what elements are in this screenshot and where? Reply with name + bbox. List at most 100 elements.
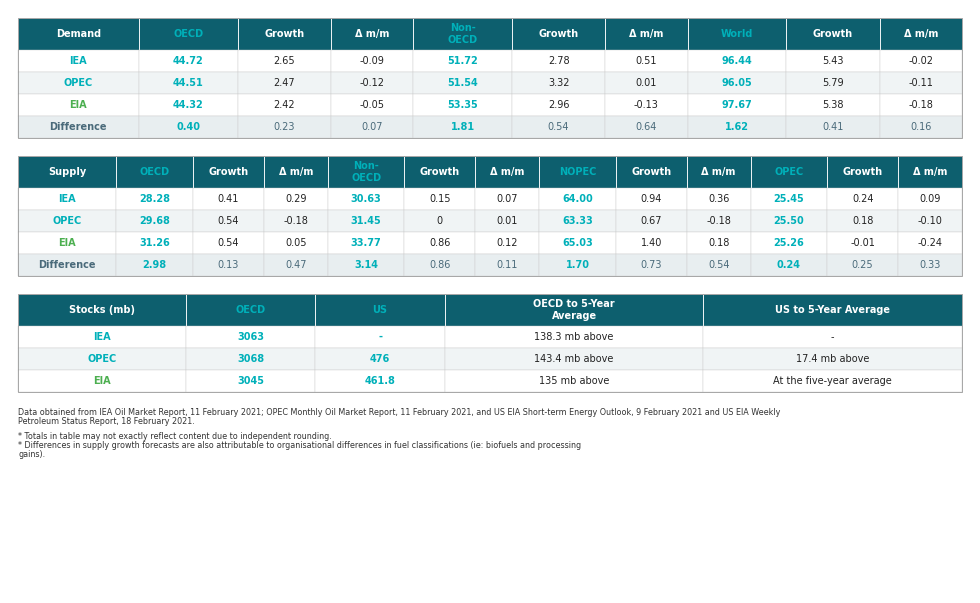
Text: 2.98: 2.98 [143,260,167,270]
Text: 25.26: 25.26 [773,238,805,248]
Text: 0.18: 0.18 [708,238,729,248]
Bar [405,156,475,188]
Text: 0.23: 0.23 [273,122,295,132]
Text: -0.11: -0.11 [908,78,933,88]
Bar [898,188,962,210]
Text: 0.51: 0.51 [636,56,658,66]
Text: OPEC: OPEC [64,78,93,88]
Bar [751,232,827,254]
Text: 0.40: 0.40 [176,122,200,132]
Bar [687,188,751,210]
Bar [117,188,193,210]
Text: 135 mb above: 135 mb above [539,376,610,386]
Text: 1.40: 1.40 [641,238,662,248]
Text: 29.68: 29.68 [139,216,171,226]
Text: 1.62: 1.62 [725,122,749,132]
Text: Δ m/m: Δ m/m [355,29,389,39]
Text: -0.02: -0.02 [908,56,933,66]
Bar [751,254,827,276]
Text: -0.12: -0.12 [360,78,384,88]
Text: US: US [372,305,387,315]
Text: 44.32: 44.32 [172,100,204,110]
Bar [880,94,962,116]
Bar [445,370,704,392]
Bar [687,210,751,232]
Bar [237,50,331,72]
Text: OECD: OECD [236,305,266,315]
Text: 96.05: 96.05 [721,78,753,88]
Bar [18,348,186,370]
Text: 0.86: 0.86 [429,238,451,248]
Text: 3045: 3045 [237,376,265,386]
Bar [327,210,405,232]
Bar [704,294,962,326]
Bar [331,50,414,72]
Bar [786,50,880,72]
Bar [186,370,316,392]
Text: 0.36: 0.36 [708,194,729,204]
Text: 31.45: 31.45 [351,216,381,226]
Text: 1.81: 1.81 [451,122,474,132]
Text: 44.72: 44.72 [172,56,204,66]
Text: 3.14: 3.14 [354,260,378,270]
Bar [615,156,687,188]
Text: Growth: Growth [539,29,578,39]
Bar [606,50,688,72]
Text: -0.18: -0.18 [283,216,309,226]
Bar [117,156,193,188]
Bar [615,232,687,254]
Bar [186,348,316,370]
Bar [237,72,331,94]
Text: Growth: Growth [813,29,853,39]
Bar [186,294,316,326]
Bar [117,232,193,254]
Text: 0.64: 0.64 [636,122,658,132]
Bar [193,188,264,210]
Bar [688,116,786,138]
Bar [445,294,704,326]
Bar [316,326,445,348]
Bar [18,18,139,50]
Text: IEA: IEA [93,332,111,342]
Bar [414,18,512,50]
Text: 143.4 mb above: 143.4 mb above [534,354,613,364]
Text: 44.51: 44.51 [172,78,204,88]
Bar [414,94,512,116]
Bar [475,156,539,188]
Text: Δ m/m: Δ m/m [490,167,524,177]
Bar [615,254,687,276]
Bar [405,188,475,210]
Bar [539,254,615,276]
Text: 461.8: 461.8 [365,376,396,386]
Bar [615,210,687,232]
Bar [18,156,117,188]
Bar [18,50,139,72]
Bar [687,156,751,188]
Bar [827,254,898,276]
Text: 0.12: 0.12 [497,238,518,248]
Text: Non-
OECD: Non- OECD [351,161,381,183]
Text: 0.41: 0.41 [822,122,844,132]
Text: OPEC: OPEC [53,216,81,226]
Bar [316,294,445,326]
Bar [264,156,327,188]
Text: 2.78: 2.78 [548,56,569,66]
Text: 53.35: 53.35 [447,100,478,110]
Bar [237,94,331,116]
Text: Stocks (mb): Stocks (mb) [69,305,135,315]
Text: 33.77: 33.77 [351,238,381,248]
Bar [704,370,962,392]
Bar [606,94,688,116]
Text: Non-
OECD: Non- OECD [448,23,477,45]
Bar [264,254,327,276]
Bar [615,188,687,210]
Bar [414,116,512,138]
Text: Growth: Growth [209,167,249,177]
Text: -0.18: -0.18 [707,216,731,226]
Text: 0.54: 0.54 [218,238,239,248]
Bar [704,348,962,370]
Text: NOPEC: NOPEC [559,167,596,177]
Bar [264,188,327,210]
Bar [327,232,405,254]
Text: 0.07: 0.07 [362,122,383,132]
